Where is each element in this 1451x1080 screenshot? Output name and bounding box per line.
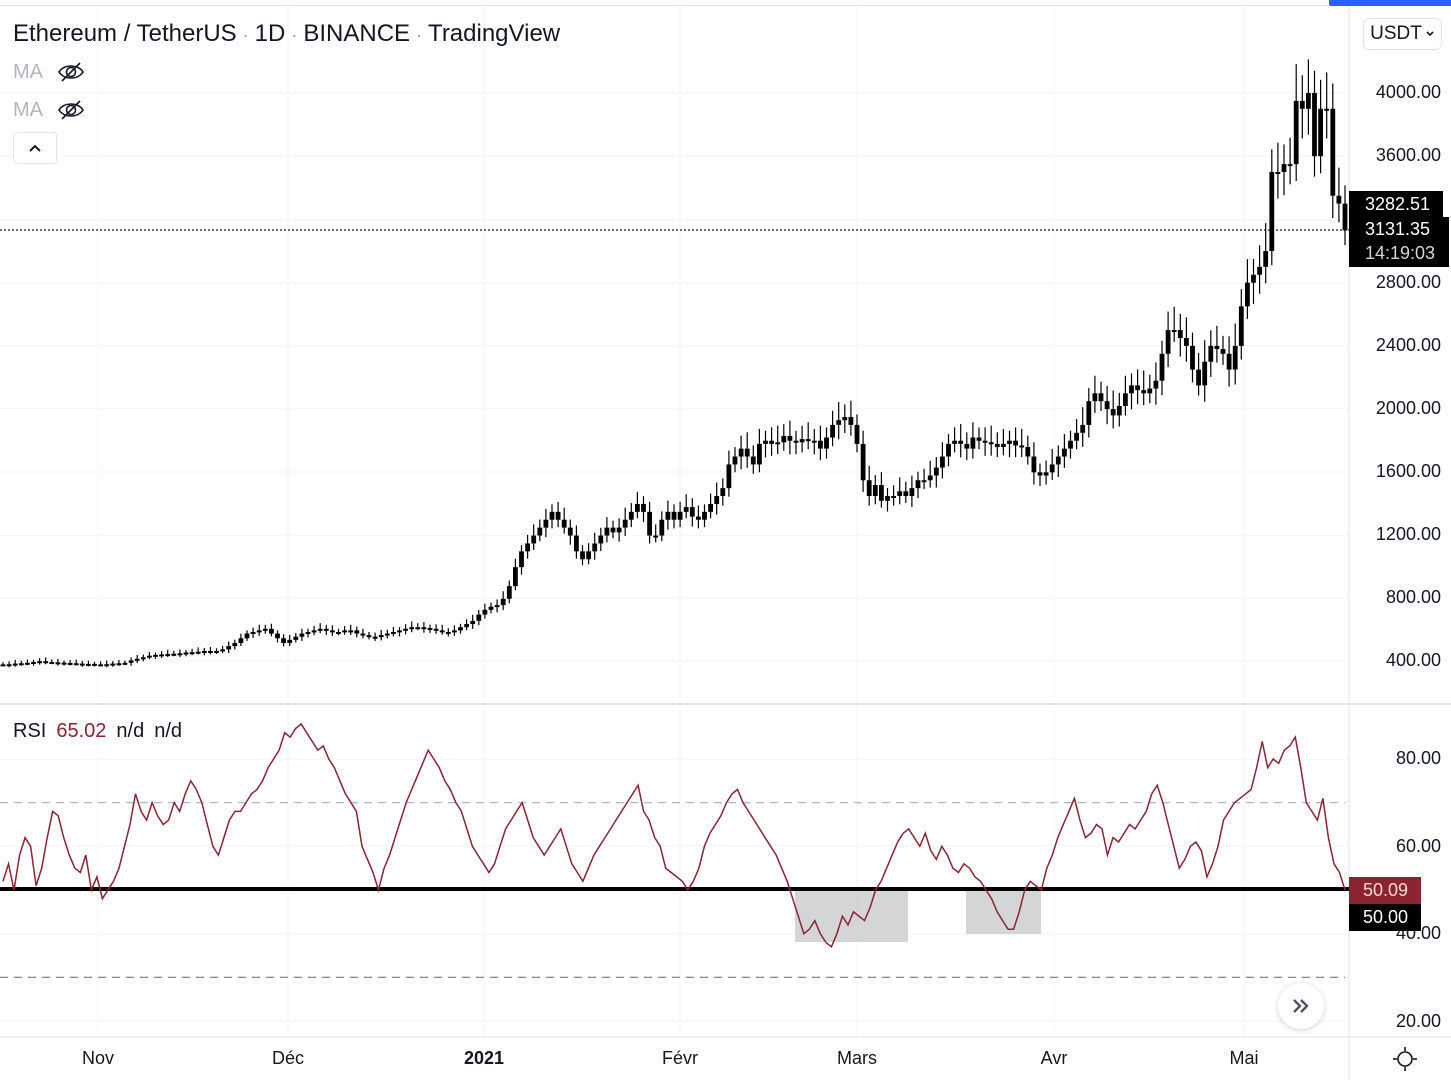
- price-axis-label: 2400.00: [1375, 335, 1441, 355]
- top-bar: [0, 0, 1451, 6]
- price-axis-label: 4000.00: [1375, 82, 1441, 102]
- rsi-axis-label: 20.00: [1395, 1011, 1441, 1031]
- indicator-ma-1[interactable]: MA: [13, 60, 85, 84]
- time-axis-label: Mai: [1229, 1048, 1259, 1068]
- price-axis-label: 800.00: [1385, 587, 1441, 607]
- scroll-to-realtime-button[interactable]: [1278, 983, 1324, 1029]
- rsi-level-tag: 50.00: [1349, 904, 1421, 931]
- high-price-tag: 3282.51: [1349, 191, 1443, 217]
- sun-settings-icon: [1393, 1047, 1417, 1071]
- price-axis-label: 1600.00: [1375, 461, 1441, 481]
- price-axis-label: 400.00: [1385, 650, 1441, 670]
- exchange: BINANCE: [303, 20, 411, 47]
- settings-button[interactable]: [1392, 1046, 1418, 1077]
- accent-bar: [1329, 0, 1451, 6]
- interval[interactable]: 1D: [254, 20, 286, 47]
- symbol-name[interactable]: Ethereum / TetherUS: [13, 20, 237, 47]
- double-chevron-right-icon: [1293, 999, 1309, 1013]
- rsi-axis-label: 80.00: [1395, 748, 1441, 768]
- collapse-legend-button[interactable]: [13, 132, 57, 164]
- rsi-extra-2: n/d: [154, 720, 183, 742]
- time-axis-label: 2021: [463, 1048, 505, 1068]
- rsi-name: RSI: [13, 720, 47, 742]
- price-axis-label: 2000.00: [1375, 398, 1441, 418]
- price-axis-label: 1200.00: [1375, 524, 1441, 544]
- currency-label: USDT: [1370, 23, 1422, 44]
- rsi-extra-1: n/d: [116, 720, 145, 742]
- eye-hidden-icon[interactable]: [57, 60, 85, 84]
- time-axis-label: Déc: [271, 1048, 305, 1068]
- last-price-tag: 3131.35 14:19:03: [1349, 217, 1449, 267]
- time-axis-label: Mars: [837, 1048, 877, 1068]
- source: TradingView: [428, 20, 561, 47]
- indicator-label: MA: [13, 60, 43, 83]
- rsi-legend[interactable]: RSI 65.02 n/d n/d: [13, 720, 182, 743]
- indicator-label: MA: [13, 98, 43, 121]
- top-divider: [0, 5, 1330, 6]
- rsi-value: 65.02: [56, 720, 107, 742]
- eye-hidden-icon[interactable]: [57, 98, 85, 122]
- bar-countdown: 14:19:03: [1365, 243, 1436, 263]
- rsi-axis-label: 60.00: [1395, 836, 1441, 856]
- chart-title: Ethereum / TetherUS · 1D · BINANCE · TradingVi…: [13, 20, 561, 47]
- price-axis-label: 3600.00: [1375, 145, 1441, 165]
- chevron-up-icon: [29, 144, 41, 152]
- time-axis-label: Févr: [662, 1048, 698, 1068]
- indicator-ma-2[interactable]: MA: [13, 98, 85, 122]
- chevron-down-icon: [1426, 31, 1434, 37]
- time-axis-label: Avr: [1040, 1048, 1068, 1068]
- currency-select[interactable]: USDT: [1363, 18, 1442, 50]
- time-axis-label: Nov: [81, 1048, 115, 1068]
- price-axis-label: 2800.00: [1375, 272, 1441, 292]
- rsi-current-tag: 50.09: [1349, 877, 1421, 904]
